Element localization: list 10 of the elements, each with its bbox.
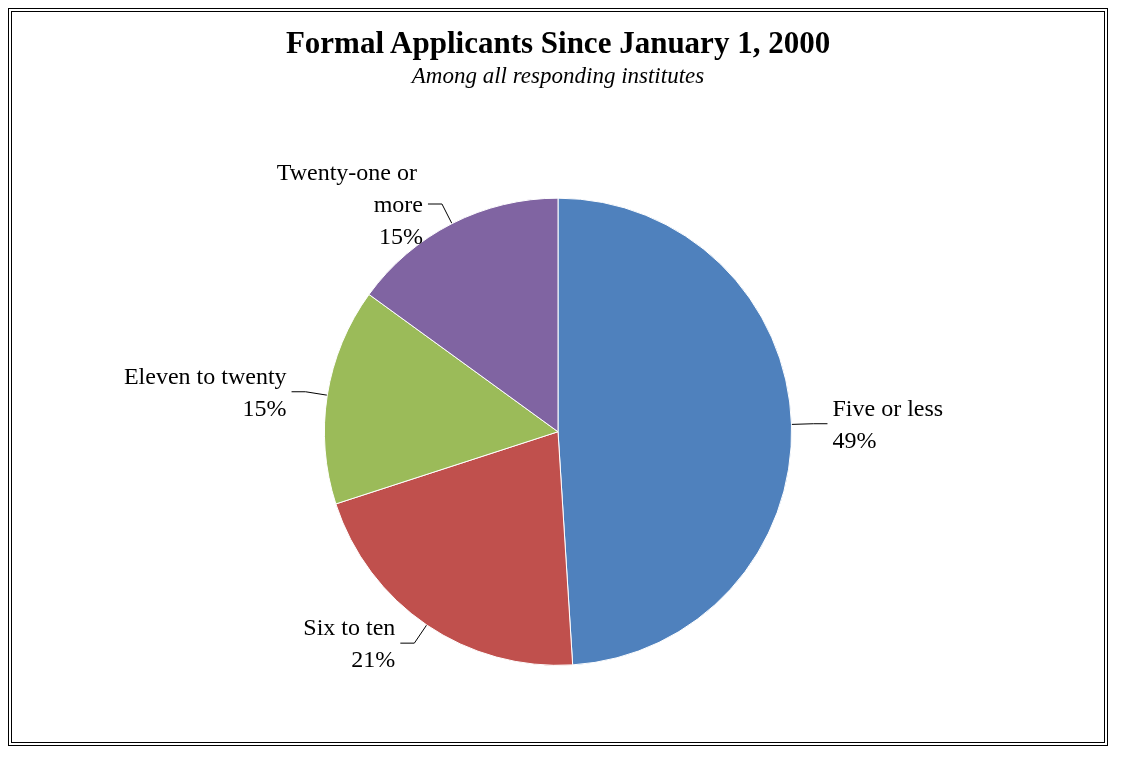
slice-label: Twenty-one or more <box>276 159 423 218</box>
chart-subtitle: Among all responding institutes <box>409 63 705 88</box>
data-label: 21% <box>351 646 396 673</box>
data-label: 15% <box>378 223 423 250</box>
slice-label: Six to ten <box>303 614 396 641</box>
chart-title: Formal Applicants Since January 1, 2000 <box>285 25 831 60</box>
data-label: 49% <box>832 426 877 453</box>
slice-label: Eleven to twenty <box>123 362 287 389</box>
data-label: 15% <box>242 394 287 421</box>
slice-label: Five or less <box>832 394 944 421</box>
